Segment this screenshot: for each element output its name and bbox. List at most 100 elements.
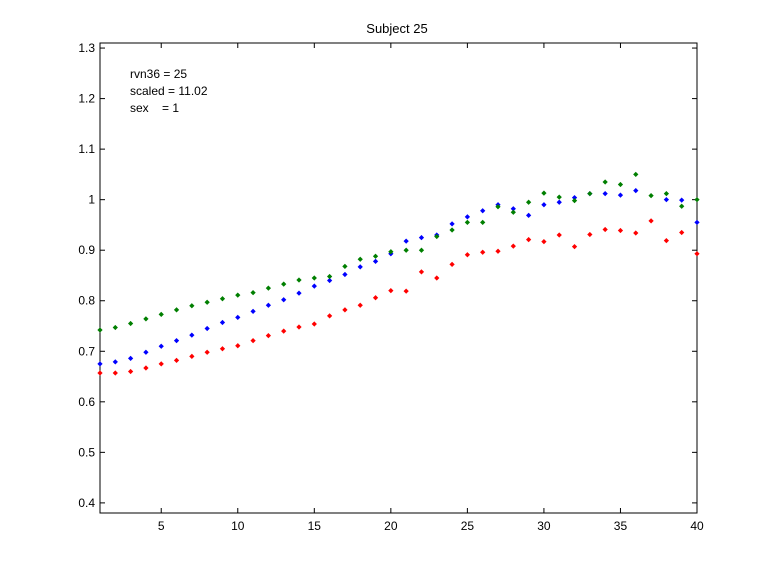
- data-point: [403, 247, 409, 253]
- data-point: [648, 192, 654, 199]
- data-point: [587, 231, 593, 238]
- x-tick-label: 30: [537, 519, 551, 533]
- data-point: [311, 321, 317, 327]
- data-point: [219, 346, 226, 352]
- data-point: [464, 252, 471, 258]
- data-point: [127, 368, 134, 375]
- data-point: [342, 263, 348, 270]
- data-point: [525, 236, 532, 243]
- data-point: [173, 307, 180, 313]
- data-point: [388, 288, 394, 294]
- data-point: [112, 359, 118, 365]
- data-point: [127, 320, 134, 327]
- data-point: [648, 218, 654, 224]
- data-point: [679, 203, 685, 209]
- y-tick-label: 1: [88, 193, 95, 207]
- data-point: [235, 343, 241, 349]
- data-point: [403, 288, 409, 294]
- data-point: [326, 273, 333, 280]
- data-point: [219, 319, 226, 326]
- series-1: [97, 218, 700, 376]
- x-tick-label: 35: [614, 519, 628, 533]
- data-point: [633, 187, 639, 194]
- x-tick-label: 10: [231, 519, 245, 533]
- x-tick-label: 20: [384, 519, 398, 533]
- data-point: [403, 238, 409, 244]
- data-point: [434, 233, 440, 240]
- plot-area: [99, 42, 698, 514]
- data-point: [679, 229, 685, 236]
- data-point: [372, 258, 379, 264]
- data-point: [449, 227, 455, 233]
- data-point: [694, 251, 700, 257]
- data-point: [281, 297, 287, 303]
- data-point: [694, 197, 700, 203]
- x-tick-label: 25: [461, 519, 475, 533]
- data-point: [281, 281, 287, 287]
- y-tick-label: 0.4: [78, 496, 95, 510]
- data-point: [617, 192, 624, 198]
- axis-ticks: [100, 43, 698, 513]
- data-point: [127, 355, 134, 361]
- data-point: [587, 190, 593, 197]
- data-point: [556, 199, 562, 205]
- data-point: [633, 171, 639, 178]
- y-tick-label: 1.2: [78, 92, 95, 106]
- y-tick-label: 0.8: [78, 294, 95, 308]
- y-tick-label: 0.7: [78, 344, 95, 358]
- data-point: [556, 232, 562, 238]
- data-point: [541, 238, 547, 245]
- data-point: [296, 290, 302, 296]
- data-point: [250, 290, 256, 296]
- data-points: [97, 171, 700, 376]
- x-tick-label: 15: [308, 519, 322, 533]
- data-point: [326, 277, 333, 284]
- data-point: [602, 179, 608, 185]
- data-point: [143, 316, 149, 322]
- data-point: [143, 365, 149, 371]
- data-point: [204, 299, 210, 305]
- y-tick-label: 0.6: [78, 395, 95, 409]
- data-point: [342, 307, 348, 313]
- data-point: [694, 219, 700, 226]
- data-point: [510, 243, 516, 249]
- data-point: [449, 261, 455, 267]
- data-point: [357, 256, 363, 262]
- data-point: [143, 349, 149, 355]
- x-tick-label: 40: [690, 519, 704, 533]
- data-point: [97, 370, 103, 376]
- data-point: [418, 247, 425, 253]
- data-point: [464, 214, 471, 220]
- data-point: [510, 209, 516, 215]
- data-point: [663, 197, 670, 203]
- data-point: [189, 353, 195, 359]
- y-tick-label: 1.3: [78, 41, 95, 55]
- chart-title: Subject 25: [366, 21, 427, 36]
- y-tick-label: 0.9: [78, 243, 95, 257]
- data-point: [480, 208, 486, 214]
- data-point: [158, 361, 164, 367]
- y-tick-label: 1.1: [78, 142, 95, 156]
- data-point: [296, 324, 302, 330]
- data-point: [449, 221, 455, 227]
- data-point: [158, 311, 164, 318]
- data-point: [311, 275, 317, 281]
- annotation-sex: sex = 1: [130, 101, 179, 115]
- data-point: [571, 244, 578, 250]
- data-point: [418, 269, 425, 275]
- data-point: [204, 325, 210, 332]
- data-point: [173, 357, 180, 364]
- y-axis-tick-labels: 0.4 0.5 0.6 0.7 0.8 0.9 1 1.1 1.2 1.3: [78, 41, 95, 510]
- data-point: [480, 249, 486, 255]
- data-point: [97, 361, 103, 367]
- data-point: [388, 249, 394, 255]
- data-point: [541, 190, 547, 196]
- data-point: [541, 202, 547, 208]
- data-point: [296, 277, 302, 283]
- data-point: [434, 275, 440, 281]
- annotation-block: rvn36 = 25 scaled = 11.02 sex = 1: [130, 67, 208, 115]
- data-point: [189, 332, 195, 338]
- data-point: [372, 253, 379, 259]
- data-point: [602, 226, 608, 233]
